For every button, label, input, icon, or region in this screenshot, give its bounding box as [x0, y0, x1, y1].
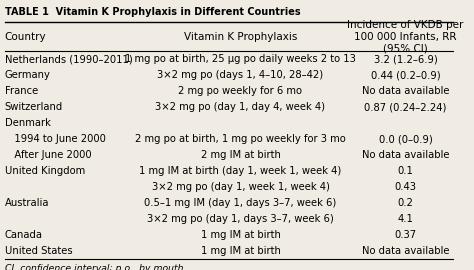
- Text: Denmark: Denmark: [5, 118, 50, 128]
- Text: 0.37: 0.37: [394, 230, 417, 240]
- Text: 0.44 (0.2–0.9): 0.44 (0.2–0.9): [371, 70, 440, 80]
- Text: United States: United States: [5, 246, 72, 256]
- Text: 0.1: 0.1: [397, 166, 413, 176]
- Text: 0.5–1 mg IM (day 1, days 3–7, week 6): 0.5–1 mg IM (day 1, days 3–7, week 6): [145, 198, 337, 208]
- Text: 2 mg IM at birth: 2 mg IM at birth: [201, 150, 281, 160]
- Text: 3×2 mg po (days 1, 4–10, 28–42): 3×2 mg po (days 1, 4–10, 28–42): [157, 70, 324, 80]
- Text: Country: Country: [5, 32, 46, 42]
- Text: 1 mg po at birth, 25 μg po daily weeks 2 to 13: 1 mg po at birth, 25 μg po daily weeks 2…: [125, 54, 356, 64]
- Text: 3×2 mg po (day 1, day 4, week 4): 3×2 mg po (day 1, day 4, week 4): [155, 102, 326, 112]
- Text: CI, confidence interval; p.o., by mouth.: CI, confidence interval; p.o., by mouth.: [5, 264, 186, 270]
- Text: 1 mg IM at birth (day 1, week 1, week 4): 1 mg IM at birth (day 1, week 1, week 4): [139, 166, 342, 176]
- Text: 0.2: 0.2: [397, 198, 413, 208]
- Text: 1 mg IM at birth: 1 mg IM at birth: [201, 246, 281, 256]
- Text: No data available: No data available: [362, 86, 449, 96]
- Text: Incidence of VKDB per
100 000 Infants, RR
(95% CI): Incidence of VKDB per 100 000 Infants, R…: [347, 20, 464, 53]
- Text: 2 mg po weekly for 6 mo: 2 mg po weekly for 6 mo: [179, 86, 302, 96]
- Text: 3×2 mg po (day 1, week 1, week 4): 3×2 mg po (day 1, week 1, week 4): [152, 182, 329, 192]
- Text: No data available: No data available: [362, 246, 449, 256]
- Text: 0.87 (0.24–2.24): 0.87 (0.24–2.24): [364, 102, 447, 112]
- Text: Canada: Canada: [5, 230, 43, 240]
- Text: Netherlands (1990–2011): Netherlands (1990–2011): [5, 54, 132, 64]
- Text: 4.1: 4.1: [397, 214, 413, 224]
- Text: France: France: [5, 86, 38, 96]
- Text: 1994 to June 2000: 1994 to June 2000: [5, 134, 105, 144]
- Text: After June 2000: After June 2000: [5, 150, 91, 160]
- Text: TABLE 1  Vitamin K Prophylaxis in Different Countries: TABLE 1 Vitamin K Prophylaxis in Differe…: [5, 7, 300, 17]
- Text: No data available: No data available: [362, 150, 449, 160]
- Text: United Kingdom: United Kingdom: [5, 166, 85, 176]
- Text: 1 mg IM at birth: 1 mg IM at birth: [201, 230, 281, 240]
- Text: 0.0 (0–0.9): 0.0 (0–0.9): [379, 134, 432, 144]
- Text: Switzerland: Switzerland: [5, 102, 63, 112]
- Text: Australia: Australia: [5, 198, 49, 208]
- Text: Vitamin K Prophylaxis: Vitamin K Prophylaxis: [184, 32, 297, 42]
- Text: 0.43: 0.43: [394, 182, 416, 192]
- Text: 3×2 mg po (day 1, days 3–7, week 6): 3×2 mg po (day 1, days 3–7, week 6): [147, 214, 334, 224]
- Text: 2 mg po at birth, 1 mg po weekly for 3 mo: 2 mg po at birth, 1 mg po weekly for 3 m…: [135, 134, 346, 144]
- Text: 3.2 (1.2–6.9): 3.2 (1.2–6.9): [374, 54, 437, 64]
- Text: Germany: Germany: [5, 70, 50, 80]
